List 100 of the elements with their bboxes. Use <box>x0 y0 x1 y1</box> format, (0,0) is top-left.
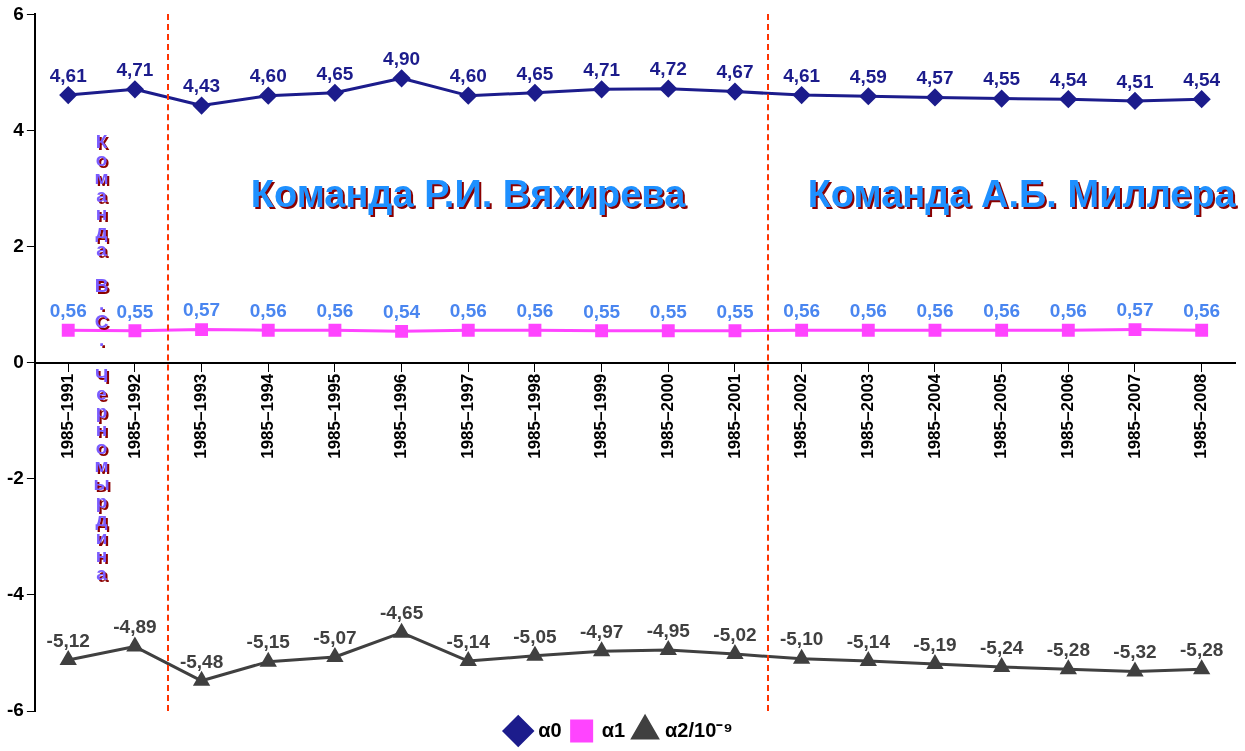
data-label: -5,05 <box>513 625 558 647</box>
point <box>259 87 277 105</box>
x-tick-label: 1985–1991 <box>57 373 77 459</box>
point <box>193 97 211 115</box>
data-label: -5,02 <box>713 623 757 645</box>
data-label: -5,12 <box>46 629 90 651</box>
y-tick-label: 2 <box>13 234 24 256</box>
point <box>794 650 810 664</box>
data-label: 4,43 <box>183 75 221 97</box>
point <box>528 323 542 337</box>
point <box>1061 323 1075 337</box>
point <box>1060 660 1076 675</box>
data-label: -5,28 <box>1180 638 1224 660</box>
data-label: 0,56 <box>916 299 954 321</box>
point <box>60 651 76 665</box>
data-label: -5,14 <box>846 630 891 652</box>
data-label: -5,07 <box>313 626 357 648</box>
data-label: -5,24 <box>979 636 1024 658</box>
legend-label: α1 <box>601 718 626 741</box>
point <box>726 83 744 101</box>
data-label: 4,54 <box>1049 68 1088 90</box>
point <box>928 323 942 337</box>
data-label: -5,15 <box>246 631 291 653</box>
point <box>61 323 75 337</box>
data-label: 4,59 <box>849 65 887 87</box>
point <box>128 324 142 338</box>
data-label: -5,14 <box>446 630 491 652</box>
data-label: 0,57 <box>1116 299 1154 321</box>
point <box>261 323 275 337</box>
x-tick-label: 1985–1994 <box>257 373 277 459</box>
x-tick-label: 1985–1995 <box>324 373 344 459</box>
point <box>1195 323 1209 337</box>
y-tick-label: 0 <box>13 350 24 372</box>
point <box>861 323 875 337</box>
data-label: 4,60 <box>249 65 287 87</box>
data-label: 0,56 <box>1049 299 1087 321</box>
data-label: 4,54 <box>1183 68 1221 90</box>
annotation: Команда В.С. Черномырдина <box>91 130 113 581</box>
data-label: 4,67 <box>716 61 754 83</box>
data-label: 4,65 <box>516 62 554 84</box>
point <box>126 80 144 98</box>
data-label: 0,56 <box>316 299 354 321</box>
y-tick-label: -4 <box>6 583 25 605</box>
data-label: 4,71 <box>583 59 621 81</box>
data-label: -4,89 <box>113 616 157 638</box>
point <box>326 84 344 102</box>
data-label: 0,57 <box>183 299 221 321</box>
point <box>460 652 476 667</box>
data-label: 0,54 <box>383 301 421 323</box>
point <box>927 655 943 669</box>
data-label: 4,90 <box>383 47 421 69</box>
data-label: 4,61 <box>783 64 821 86</box>
point <box>59 86 77 104</box>
x-tick-label: 1985–1996 <box>391 373 411 459</box>
legend-label: α2/10⁻⁹ <box>665 718 733 741</box>
point <box>1059 90 1077 108</box>
data-label: 0,55 <box>583 300 621 322</box>
point <box>593 80 611 98</box>
point <box>727 645 743 660</box>
x-tick-label: 1985–1998 <box>524 373 544 459</box>
x-tick-label: 1985–2000 <box>657 373 677 459</box>
x-tick-label: 1985–1992 <box>124 373 144 459</box>
x-tick-label: 1985–1993 <box>191 373 211 459</box>
x-tick-label: 1985–1999 <box>591 373 611 459</box>
point <box>1194 660 1210 675</box>
point <box>660 641 676 656</box>
y-tick-label: -2 <box>6 467 24 489</box>
point <box>594 642 610 657</box>
data-label: -5,48 <box>179 650 224 672</box>
y-tick-label: 6 <box>13 2 24 24</box>
point <box>1193 90 1211 108</box>
data-label: 0,56 <box>983 299 1021 321</box>
data-label: -5,10 <box>779 628 824 650</box>
point <box>527 647 543 661</box>
data-label: 4,60 <box>449 65 487 87</box>
data-label: 0,56 <box>449 299 487 321</box>
data-label: 4,65 <box>316 62 354 84</box>
data-label: -5,19 <box>913 633 957 655</box>
data-label: 4,61 <box>49 64 88 86</box>
data-label: -4,97 <box>579 620 624 642</box>
point <box>327 648 343 663</box>
data-label: -4,65 <box>379 602 424 624</box>
data-label: -5,32 <box>1113 641 1157 663</box>
point <box>595 324 609 338</box>
legend-label: α0 <box>538 718 562 741</box>
data-label: 4,72 <box>649 58 687 80</box>
point <box>793 86 811 104</box>
x-tick-label: 1985–1997 <box>457 373 477 459</box>
data-label: 4,55 <box>983 68 1021 90</box>
y-tick-label: 4 <box>13 118 25 140</box>
data-label: -4,95 <box>646 619 691 641</box>
point <box>328 323 342 337</box>
data-label: 0,55 <box>116 300 154 322</box>
point <box>1126 92 1144 110</box>
point <box>926 88 944 106</box>
data-label: 0,56 <box>49 299 87 321</box>
y-tick-label: -6 <box>6 699 24 721</box>
point <box>994 658 1010 672</box>
data-label: 4,71 <box>116 59 154 81</box>
point <box>728 324 742 338</box>
